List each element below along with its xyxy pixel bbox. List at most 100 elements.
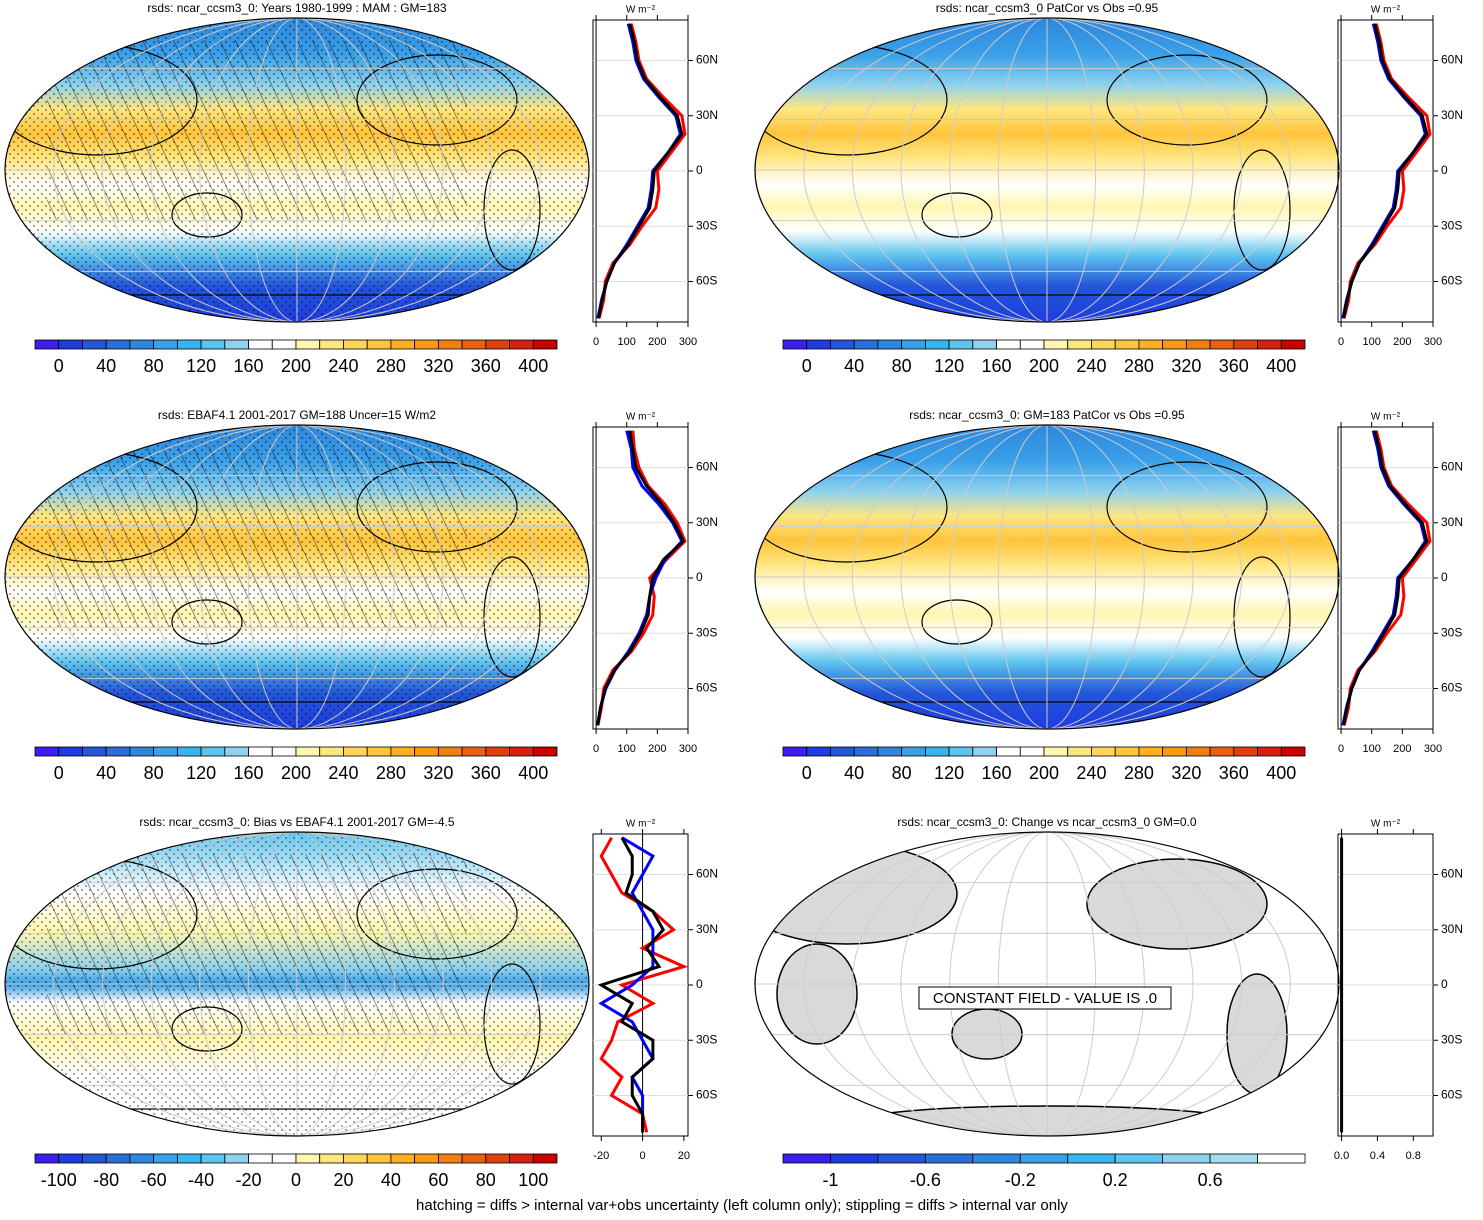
colorbar-box <box>82 1153 107 1164</box>
colorbar-box <box>948 339 974 350</box>
x-tick-label: 0.8 <box>1406 1150 1421 1162</box>
colorbar-label: 160 <box>982 763 1012 783</box>
map-border <box>754 424 1340 730</box>
x-tick-label: 100 <box>618 336 636 348</box>
y-tick-label: 30S <box>696 218 717 232</box>
colorbar-label: -40 <box>188 1170 214 1190</box>
colorbar-box <box>924 746 950 757</box>
colorbar-label: 0 <box>54 356 64 376</box>
y-tick-label: 60S <box>1441 274 1462 288</box>
y-tick-label: 0 <box>696 977 703 991</box>
colorbar-box <box>948 746 974 757</box>
colorbar-box <box>1114 1153 1164 1164</box>
land <box>755 843 958 945</box>
x-tick-label: 100 <box>1363 336 1381 348</box>
colorbar-box <box>390 1153 416 1164</box>
y-tick-label: 30N <box>696 515 718 529</box>
colorbar-box <box>366 746 392 757</box>
meridian <box>247 425 347 729</box>
colorbar-box <box>200 1153 226 1164</box>
colorbar-box <box>437 1153 463 1164</box>
colorbar-box <box>485 746 510 757</box>
colorbar-label: 100 <box>518 1170 548 1190</box>
colorbar-box <box>1091 339 1116 350</box>
x-tick-label: 0 <box>640 1150 646 1162</box>
y-tick-label: 30S <box>696 1032 717 1046</box>
colorbar-box <box>153 339 178 350</box>
colorbar-box <box>461 339 487 350</box>
colorbar-label: -100 <box>41 1170 77 1190</box>
colorbar-label: 40 <box>381 1170 401 1190</box>
colorbar-box <box>461 746 487 757</box>
meridian <box>851 425 1243 729</box>
colorbar-label: 40 <box>96 763 116 783</box>
colorbar-label: 320 <box>423 356 453 376</box>
colorbar-box <box>200 339 226 350</box>
colorbar-label: -0.2 <box>1005 1170 1036 1190</box>
colorbar-box <box>996 339 1021 350</box>
y-tick-label: 30N <box>1441 922 1463 936</box>
x-tick-label: 300 <box>679 743 697 755</box>
y-tick-label: 0 <box>696 163 703 177</box>
unit-label: W m⁻² <box>1371 819 1401 830</box>
colorbar-box <box>1185 746 1211 757</box>
colorbar-box <box>295 746 321 757</box>
profile-line <box>599 836 689 1133</box>
colorbar-box <box>1067 746 1092 757</box>
y-tick-label: 60N <box>696 867 718 881</box>
land <box>1226 973 1288 1095</box>
colorbar-box <box>153 746 178 757</box>
colorbar-box <box>1138 339 1164 350</box>
colorbar-box <box>105 746 131 757</box>
colorbar-box <box>1233 339 1258 350</box>
colorbar-box <box>105 339 131 350</box>
colorbar-box <box>34 746 60 757</box>
colorbar-box <box>806 339 831 350</box>
colorbar-label: 360 <box>471 356 501 376</box>
y-tick-label: 0 <box>696 570 703 584</box>
colorbar-label: 240 <box>328 356 358 376</box>
x-tick-label: 200 <box>648 336 666 348</box>
x-tick-label: 300 <box>679 336 697 348</box>
colorbar-label: 20 <box>333 1170 353 1190</box>
colorbar-box <box>509 1153 534 1164</box>
colorbar-box <box>972 1153 1021 1164</box>
meridian <box>247 18 347 322</box>
y-tick-label: 60N <box>1441 867 1463 881</box>
meridian <box>997 832 1097 1136</box>
colorbar-box <box>1162 1153 1211 1164</box>
profile-line <box>597 836 666 1133</box>
colorbar-label: 120 <box>934 763 964 783</box>
annotation-box <box>918 986 1172 1010</box>
colorbar-box <box>58 1153 83 1164</box>
colorbar-box <box>224 1153 249 1164</box>
colorbar-label: -0.6 <box>910 1170 941 1190</box>
colorbar-box <box>877 746 903 757</box>
meridian <box>53 425 541 729</box>
colorbar-label: 80 <box>892 356 912 376</box>
colorbar-label: 360 <box>1219 763 1249 783</box>
colorbar-box <box>853 746 879 757</box>
colorbar-label: 280 <box>1124 356 1154 376</box>
colorbar-box <box>1233 746 1258 757</box>
x-tick-label: 200 <box>648 743 666 755</box>
colorbar-label: 360 <box>1219 356 1249 376</box>
colorbar-label: 60 <box>428 1170 448 1190</box>
colorbar-box <box>129 339 155 350</box>
colorbar-label: 400 <box>518 763 548 783</box>
colorbar-label: 80 <box>144 356 164 376</box>
x-tick-label: 0.4 <box>1370 1150 1385 1162</box>
unit-label: W m⁻² <box>1371 412 1401 423</box>
unit-label: W m⁻² <box>626 5 656 16</box>
land-outline <box>1233 149 1291 271</box>
y-tick-label: 60N <box>696 460 718 474</box>
map <box>5 832 589 1136</box>
colorbar-label: 0 <box>802 356 812 376</box>
colorbar-box <box>105 1153 131 1164</box>
y-tick-label: 30S <box>1441 218 1462 232</box>
y-tick-label: 60N <box>696 53 718 67</box>
colorbar-label: 280 <box>376 763 406 783</box>
colorbar-box <box>1257 339 1282 350</box>
colorbar-box <box>532 339 558 350</box>
meridian <box>53 18 541 322</box>
